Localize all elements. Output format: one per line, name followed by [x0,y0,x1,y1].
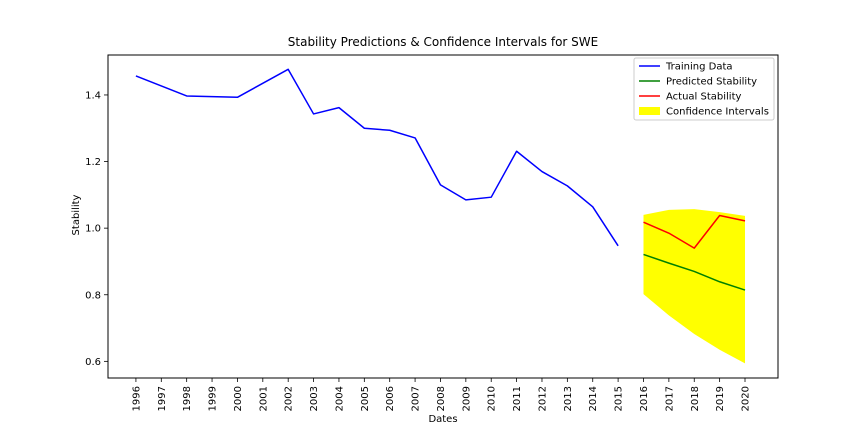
x-axis: 1996 1997 1998 1999 2000 2001 2002 2003 2004 2005… [131,378,752,411]
x-tick-label: 2013 [563,386,574,411]
plot-area-frame [107,54,779,379]
series-layer [135,68,746,291]
x-tick-label: 1997 [157,386,168,411]
x-tick-label: 2009 [461,386,472,411]
x-tick-label: 2019 [715,386,726,411]
x-tick-label: 2008 [436,386,447,411]
x-tick-label: 2012 [537,386,548,411]
x-tick-label: 2003 [309,386,320,411]
legend-swatch-confidence-intervals [639,107,660,115]
x-tick-label: 2017 [664,386,675,411]
legend-box [633,57,775,121]
y-axis-label: Stability [71,194,82,235]
legend-label-predicted-stability: Predicted Stability [666,77,757,88]
chart-title: Stability Predictions & Confidence Inter… [288,35,598,49]
x-tick-label: 2020 [741,386,752,411]
confidence-interval-band [643,209,746,364]
x-tick-label: 2014 [588,386,599,411]
x-tick-label: 2011 [512,386,523,411]
series-line-training-data [135,68,619,247]
x-tick-label: 2002 [284,386,295,411]
x-tick-label: 1996 [131,386,142,411]
x-tick-label: 2001 [258,386,269,411]
x-tick-label: 2010 [487,386,498,411]
y-tick-label: 1.0 [85,224,101,235]
legend-label-actual-stability: Actual Stability [666,92,742,103]
legend: Training Data Predicted Stability Actual S… [633,57,775,121]
x-axis-label: Dates [428,414,457,425]
x-tick-label: 2005 [360,386,371,411]
x-tick-label: 2016 [639,386,650,411]
x-tick-label: 2004 [334,386,345,411]
confidence-interval-layer [643,209,746,364]
x-tick-label: 1998 [182,386,193,411]
legend-label-training-data: Training Data [665,62,733,73]
x-tick-label: 2015 [614,386,625,411]
x-tick-label: 2000 [233,386,244,411]
x-tick-label: 1999 [208,386,219,411]
x-tick-label: 2006 [385,386,396,411]
y-tick-label: 0.8 [85,290,101,301]
y-axis: 0.6 0.8 1.0 1.2 1.4 [85,90,108,368]
x-tick-label: 2018 [690,386,701,411]
series-line-actual-stability [643,214,746,249]
y-tick-label: 1.4 [85,90,101,101]
legend-label-confidence-intervals: Confidence Intervals [666,107,769,118]
y-tick-label: 0.6 [85,357,101,368]
y-tick-label: 1.2 [85,157,101,168]
x-tick-label: 2007 [411,386,422,411]
series-line-predicted-stability [643,253,746,291]
